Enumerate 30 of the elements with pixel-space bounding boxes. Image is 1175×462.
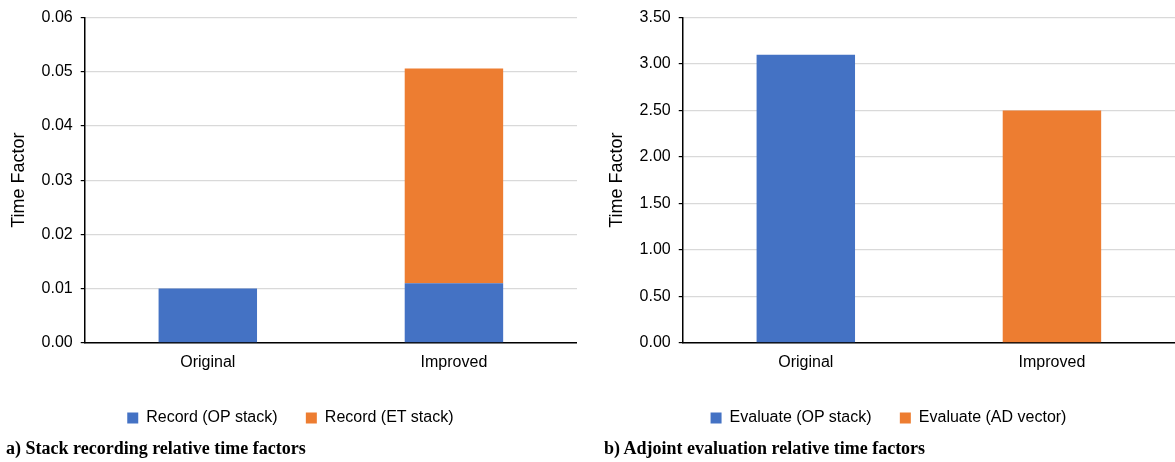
y-tick-label: 1.50	[639, 193, 671, 211]
legend-label: Evaluate (AD vector)	[918, 408, 1067, 426]
y-tick-label: 0.00	[639, 333, 671, 351]
y-axis-title: Time Factor	[605, 132, 626, 228]
y-tick-label: 0.00	[41, 333, 73, 351]
bar	[404, 68, 504, 284]
legend-label: Evaluate (OP stack)	[729, 408, 872, 426]
y-tick-label: 3.00	[639, 54, 671, 72]
text: a) Stack recording relative time factors	[6, 438, 306, 459]
x-tick-label: Original	[180, 352, 236, 370]
y-tick-label: 0.03	[41, 170, 73, 188]
text: b) Adjoint evaluation relative time factors	[604, 438, 926, 459]
x-tick-label: Improved	[1018, 352, 1086, 370]
y-tick-label: 2.00	[639, 147, 671, 165]
y-tick-label: 2.50	[639, 100, 671, 118]
y-tick-label: 0.50	[639, 286, 671, 304]
bar	[404, 283, 504, 343]
x-tick-label: Improved	[420, 352, 488, 370]
legend-label: Record (OP stack)	[146, 408, 278, 426]
y-axis-title: Time Factor	[7, 132, 28, 228]
y-tick-label: 0.04	[41, 116, 73, 134]
y-tick-label: 1.00	[639, 240, 671, 258]
x-tick-label: Original	[778, 352, 834, 370]
y-tick-label: 0.01	[41, 279, 73, 297]
y-tick-label: 0.06	[41, 8, 73, 26]
y-tick-label: 3.50	[639, 8, 671, 26]
legend-label: Record (ET stack)	[324, 408, 454, 426]
y-tick-label: 0.02	[41, 224, 73, 242]
bar	[158, 288, 258, 343]
y-tick-label: 0.05	[41, 62, 73, 80]
